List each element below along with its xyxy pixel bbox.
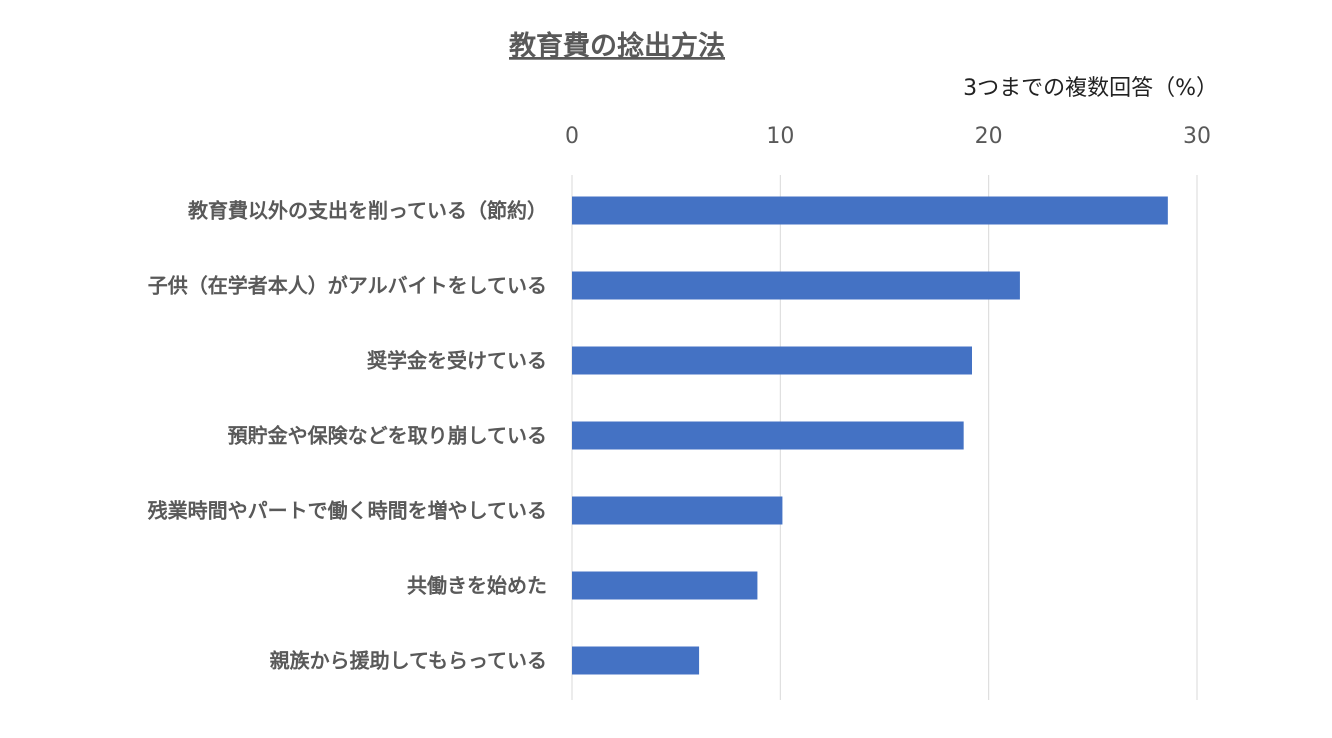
chart-title: 教育費の捻出方法 (509, 30, 725, 62)
bar (572, 496, 783, 525)
category-label: 共働きを始めた (407, 574, 547, 598)
x-tick-label: 30 (1183, 124, 1211, 149)
category-label: 親族から援助してもらっている (270, 649, 547, 673)
x-tick-label: 10 (766, 124, 794, 149)
bar (572, 346, 972, 375)
category-label: 子供（在学者本人）がアルバイトをしている (148, 274, 547, 298)
category-label: 奨学金を受けている (366, 349, 547, 373)
bar (572, 571, 758, 600)
bar (572, 421, 964, 450)
x-tick-label: 0 (565, 124, 579, 149)
axis-unit-label: 3つまでの複数回答（%） (963, 76, 1218, 101)
bar (572, 196, 1168, 225)
bar (572, 646, 700, 675)
category-label: 残業時間やパートで働く時間を増やしている (148, 499, 547, 523)
category-label: 預貯金や保険などを取り崩している (228, 424, 547, 448)
bar (572, 271, 1020, 300)
x-tick-label: 20 (975, 124, 1003, 149)
category-label: 教育費以外の支出を削っている（節約） (188, 199, 547, 223)
